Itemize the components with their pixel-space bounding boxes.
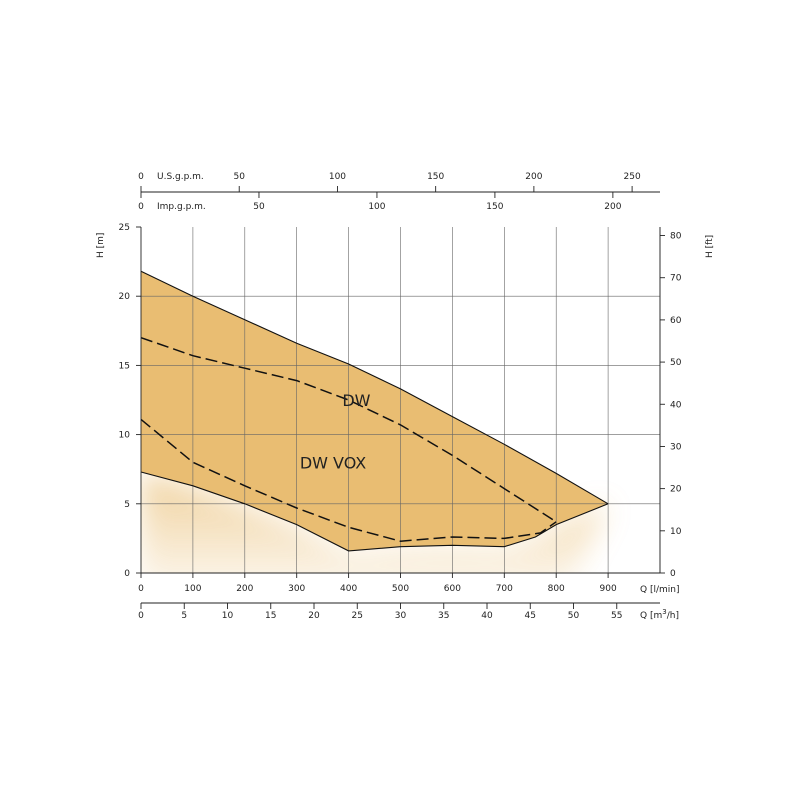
top-us-tick-label: 0 [138, 172, 144, 182]
top-us-tick-label: 100 [329, 172, 346, 182]
y-right-tick-label: 60 [670, 316, 682, 326]
x-m3h-tick-label: 40 [481, 611, 493, 621]
x-m3h-tick-label: 35 [438, 611, 449, 621]
curve-dw-dashed [140, 336, 557, 523]
top-imp-tick-label: 50 [253, 202, 265, 212]
y-right-tick-label: 20 [670, 485, 682, 495]
y-right-tick-label: 80 [670, 232, 682, 242]
x-m3h-tick-label: 30 [395, 611, 407, 621]
y-tick-label: 20 [119, 292, 131, 302]
y-tick-label: 25 [119, 223, 130, 233]
x-tick-label: 800 [548, 584, 565, 594]
annotation-dw-vox: DW VOX [300, 453, 366, 472]
x-m3h-tick-label: 15 [265, 611, 276, 621]
x-m3h-tick-label: 10 [222, 611, 234, 621]
x-axis-label: Q [l/min] [640, 585, 679, 595]
y-right-tick-label: 30 [670, 442, 682, 452]
top-imp-tick-label: 150 [486, 202, 503, 212]
top-us-tick-label: 200 [525, 172, 542, 182]
y-axis-right-label: H [ft] [705, 235, 715, 258]
fade-glow [141, 472, 609, 573]
x-tick-label: 0 [138, 584, 144, 594]
x-m3h-tick-label: 0 [138, 611, 144, 621]
x-m3h-tick-label: 45 [525, 611, 536, 621]
top-us-tick-label: 250 [624, 172, 641, 182]
curve-dw-vox-dashed [140, 418, 557, 542]
x-tick-label: 100 [184, 584, 201, 594]
x-m3h-tick-label: 20 [308, 611, 320, 621]
top-axis-us-label: U.S.g.p.m. [157, 172, 204, 182]
top-imp-tick-label: 200 [604, 202, 621, 212]
x-m3h-tick-label: 55 [611, 611, 622, 621]
top-imp-tick-label: 100 [368, 202, 385, 212]
y-right-tick-label: 70 [670, 274, 682, 284]
y-tick-label: 15 [119, 361, 130, 371]
top-axis-imp-label: Imp.g.p.m. [157, 202, 206, 212]
x-tick-label: 900 [600, 584, 617, 594]
y-tick-label: 10 [119, 431, 131, 441]
top-us-tick-label: 50 [233, 172, 245, 182]
x-tick-label: 500 [392, 584, 409, 594]
x-axis-m3h-label: Q [m3/h] [640, 608, 679, 621]
x-tick-label: 700 [496, 584, 513, 594]
top-us-tick-label: 150 [427, 172, 444, 182]
y-right-tick-label: 10 [670, 527, 682, 537]
x-m3h-tick-label: 50 [568, 611, 580, 621]
x-m3h-tick-label: 25 [352, 611, 363, 621]
annotation-dw: DW [342, 391, 370, 410]
x-m3h-tick-label: 5 [181, 611, 187, 621]
curve-dw-vox-solid [140, 471, 609, 552]
y-right-tick-label: 40 [670, 400, 682, 410]
y-right-tick-label: 0 [670, 569, 676, 579]
y-tick-label: 0 [124, 569, 130, 579]
y-tick-label: 5 [124, 500, 130, 510]
curve-dw-solid [140, 270, 609, 505]
y-right-tick-label: 50 [670, 358, 682, 368]
top-imp-tick-label: 0 [138, 202, 144, 212]
x-tick-label: 200 [236, 584, 253, 594]
x-tick-label: 600 [444, 584, 461, 594]
x-tick-label: 400 [340, 584, 357, 594]
x-tick-label: 300 [288, 584, 305, 594]
y-axis-label: H [m] [96, 233, 106, 258]
